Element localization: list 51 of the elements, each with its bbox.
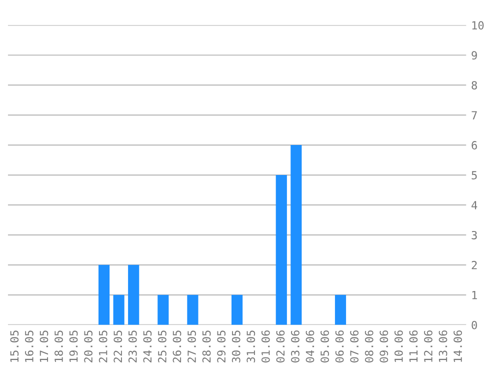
x-tick-label: 07.06 [350, 330, 359, 362]
x-tick-label: 20.05 [84, 330, 93, 362]
x-tick-label: 06.06 [335, 330, 344, 362]
x-tick-label: 14.06 [454, 330, 462, 362]
bar [290, 145, 302, 325]
x-tick-label: 24.05 [143, 330, 152, 362]
x-tick-label: 01.06 [261, 330, 270, 362]
y-tick-label: 1 [472, 291, 477, 300]
y-tick-label: 4 [472, 201, 478, 210]
x-tick-label: 19.05 [69, 330, 78, 362]
x-tick-label: 08.06 [364, 330, 374, 362]
x-tick-label: 21.05 [98, 330, 108, 362]
bar [113, 294, 124, 325]
y-tick-label: 10 [472, 21, 484, 30]
x-tick-label: 15.05 [10, 330, 19, 362]
bar [158, 294, 169, 325]
y-tick-label: 8 [472, 81, 477, 90]
x-tick-label: 30.05 [232, 330, 240, 362]
x-tick-label: 16.05 [24, 330, 34, 362]
x-tick-label: 10.06 [394, 330, 403, 362]
x-tick-label: 09.06 [380, 330, 388, 362]
bar [232, 294, 243, 325]
x-tick-label: 12.06 [424, 330, 432, 362]
bar [187, 294, 198, 325]
x-tick-label: 25.05 [158, 330, 166, 362]
bar [334, 294, 346, 325]
y-tick-label: 6 [472, 141, 477, 150]
y-tick-label: 5 [472, 171, 477, 180]
x-tick-label: 11.06 [409, 330, 418, 362]
x-tick-label: 04.06 [306, 330, 314, 362]
y-tick-label: 2 [472, 260, 477, 270]
bar [128, 264, 140, 325]
x-tick-label: 13.06 [438, 330, 448, 362]
x-tick-label: 31.05 [246, 330, 256, 362]
y-tick-label: 0 [472, 320, 477, 330]
x-tick-label: 03.06 [291, 330, 300, 362]
x-tick-label: 23.05 [128, 330, 137, 362]
x-tick-label: 18.05 [54, 330, 63, 362]
y-tick-label: 9 [472, 51, 477, 60]
y-tick-label: 7 [472, 111, 477, 120]
x-tick-label: 02.06 [276, 330, 285, 362]
x-tick-label: 17.05 [40, 330, 48, 362]
x-tick-label: 05.06 [320, 330, 329, 362]
x-tick-label: 28.05 [202, 330, 211, 362]
x-tick-label: 29.05 [217, 330, 226, 362]
x-tick-label: 27.05 [188, 330, 196, 362]
bar [98, 264, 110, 325]
x-tick-label: 22.05 [114, 330, 122, 362]
bar [276, 175, 287, 325]
x-tick-label: 26.05 [172, 330, 182, 362]
y-tick-label: 3 [472, 230, 477, 240]
